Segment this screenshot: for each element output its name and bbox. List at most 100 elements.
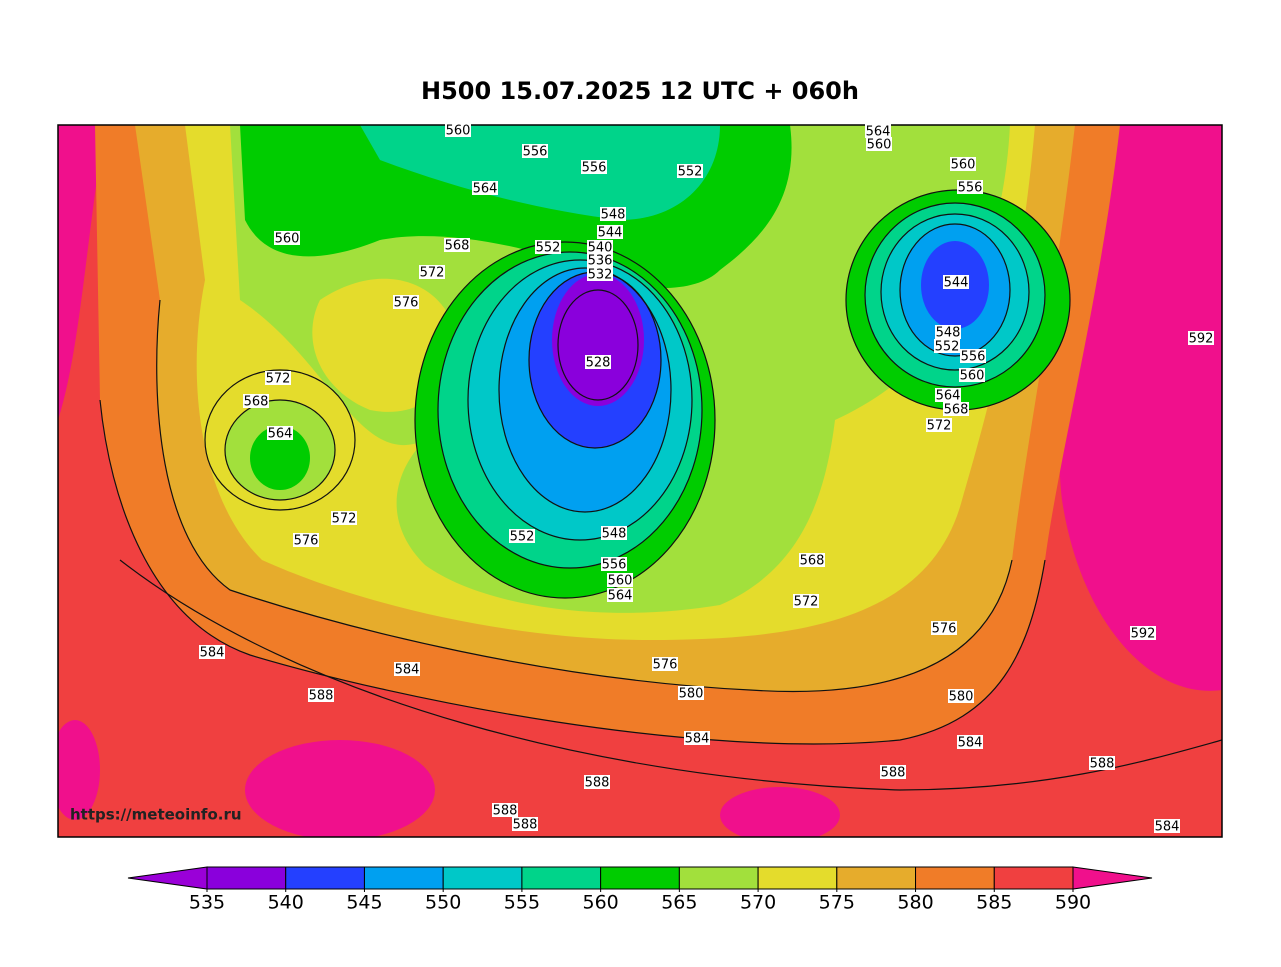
- contour-label: 572: [332, 512, 357, 527]
- contour-label-bg: [950, 157, 976, 171]
- colorbar-segment: [836, 866, 917, 890]
- contour-label: 560: [275, 232, 300, 247]
- contour-label: 560: [446, 124, 471, 139]
- contour-label: 544: [598, 226, 623, 241]
- contour-label-bg: [585, 355, 611, 369]
- contour-label: 556: [582, 161, 607, 176]
- contour-label: 556: [958, 181, 983, 196]
- contour-label: 580: [679, 687, 704, 702]
- contour-label-bg: [445, 123, 471, 137]
- contour-label: 552: [678, 165, 703, 180]
- contour-label: 548: [936, 326, 961, 341]
- contour-label-bg: [331, 511, 357, 525]
- contour-label: 548: [602, 527, 627, 542]
- contour-label-bg: [293, 533, 319, 547]
- contour-label: 576: [653, 658, 678, 673]
- colorbar-tick-label: 555: [504, 892, 540, 914]
- contour-label: 572: [794, 595, 819, 610]
- colorbar-tick-label: 590: [1055, 892, 1091, 914]
- contour-label: 568: [944, 403, 969, 418]
- contour-label: 548: [601, 208, 626, 223]
- contour-label: 588: [513, 818, 538, 833]
- contour-label: 588: [585, 776, 610, 791]
- contour-label-bg: [652, 657, 678, 671]
- contour-label-bg: [793, 594, 819, 608]
- contour-label: 568: [800, 554, 825, 569]
- contour-label-bg: [1154, 819, 1180, 833]
- contour-label: 572: [266, 372, 291, 387]
- contour-label-bg: [587, 253, 613, 267]
- title: H500 15.07.2025 12 UTC + 060h: [421, 77, 859, 105]
- contour-label-bg: [935, 325, 961, 339]
- contour-label: 580: [949, 690, 974, 705]
- contour-label-bg: [866, 137, 892, 151]
- contour-label-bg: [492, 803, 518, 817]
- map-fill: [58, 125, 1222, 837]
- contour-label: 576: [932, 622, 957, 637]
- colorbar-tick-label: 535: [189, 892, 225, 914]
- contour-label-bg: [684, 731, 710, 745]
- contour-label-bg: [934, 339, 960, 353]
- map-frame: [57, 124, 1223, 838]
- colorbar-segment: [757, 866, 838, 890]
- contour-label: 588: [881, 766, 906, 781]
- contour-label: 564: [866, 125, 891, 140]
- contour-label: 560: [608, 574, 633, 589]
- contour-label: 572: [420, 266, 445, 281]
- contour-label-bg: [677, 164, 703, 178]
- contour-label-bg: [865, 124, 891, 138]
- contour-label: 568: [445, 239, 470, 254]
- colorbar-over: [1072, 866, 1153, 890]
- contour-label-bg: [600, 207, 626, 221]
- contour-label: 588: [493, 804, 518, 819]
- contour-label-bg: [1188, 331, 1214, 345]
- contour-label: 584: [200, 646, 225, 661]
- contour-label-bg: [267, 426, 293, 440]
- contour-label-bg: [265, 371, 291, 385]
- contour-label: 536: [588, 254, 613, 269]
- colorbar-tick-label: 570: [740, 892, 776, 914]
- contour-label-bg: [931, 621, 957, 635]
- contour-label-bg: [522, 144, 548, 158]
- colorbar-tick-label: 545: [346, 892, 382, 914]
- colorbar-tick-label: 580: [897, 892, 933, 914]
- contour-label-bg: [587, 267, 613, 281]
- contour-label: 552: [536, 241, 561, 256]
- contour-label-bg: [393, 295, 419, 309]
- contour-label: 592: [1131, 627, 1156, 642]
- colorbar-tick-label: 540: [268, 892, 304, 914]
- contour-label: 552: [510, 530, 535, 545]
- colorbar-segment: [442, 866, 523, 890]
- contour-label-bg: [535, 240, 561, 254]
- contour-label: 584: [958, 736, 983, 751]
- contour-label-bg: [607, 588, 633, 602]
- contour-label-bg: [243, 394, 269, 408]
- contour-label: 576: [394, 296, 419, 311]
- contour-label: 584: [1155, 820, 1180, 835]
- contour-label: 556: [523, 145, 548, 160]
- contour-label-bg: [926, 418, 952, 432]
- contour-label: 556: [602, 558, 627, 573]
- contour-label: 568: [244, 395, 269, 410]
- contour-label-bg: [601, 557, 627, 571]
- contour-label: 528: [586, 356, 611, 371]
- colorbar-segment: [915, 866, 995, 890]
- contour-label: 576: [294, 534, 319, 549]
- contour-label: 560: [960, 369, 985, 384]
- colorbar-segment: [206, 866, 287, 890]
- contour-label: 584: [395, 663, 420, 678]
- contour-label: 540: [588, 241, 613, 256]
- colorbar: 535 540 545 550 555 560 565 570 575 580 585 590: [127, 866, 1153, 914]
- contour-label-bg: [943, 402, 969, 416]
- watermark: https://meteoinfo.ru: [70, 806, 242, 824]
- contour-label-bg: [678, 686, 704, 700]
- contour-label-bg: [581, 160, 607, 174]
- contour-label-bg: [799, 553, 825, 567]
- contour-label-bg: [512, 817, 538, 831]
- colorbar-tick-label: 585: [976, 892, 1012, 914]
- colorbar-tick-label: 565: [661, 892, 697, 914]
- contour-label-bg: [199, 645, 225, 659]
- contour-label-bg: [959, 368, 985, 382]
